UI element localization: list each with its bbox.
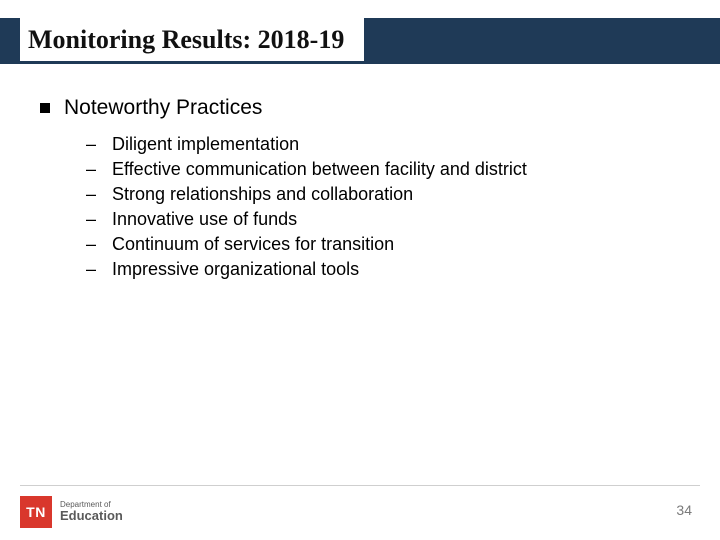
slide-title: Monitoring Results: 2018-19	[28, 25, 344, 55]
slide: Monitoring Results: 2018-19 Noteworthy P…	[0, 0, 720, 540]
sub-item-text: Continuum of services for transition	[112, 234, 394, 255]
square-bullet-icon	[40, 103, 50, 113]
logo-line2: Education	[60, 509, 123, 523]
bullet-level1: Noteworthy Practices	[40, 96, 680, 120]
sub-list: – Diligent implementation – Effective co…	[86, 134, 680, 280]
sub-item-text: Impressive organizational tools	[112, 259, 359, 280]
content-area: Noteworthy Practices – Diligent implemen…	[40, 96, 680, 284]
logo-text: Department of Education	[60, 501, 123, 523]
list-item: – Effective communication between facili…	[86, 159, 680, 180]
list-item: – Impressive organizational tools	[86, 259, 680, 280]
list-item: – Diligent implementation	[86, 134, 680, 155]
tn-logo-icon: TN	[20, 496, 52, 528]
dash-icon: –	[86, 134, 98, 155]
dash-icon: –	[86, 184, 98, 205]
list-item: – Continuum of services for transition	[86, 234, 680, 255]
level1-text: Noteworthy Practices	[64, 96, 262, 120]
sub-item-text: Effective communication between facility…	[112, 159, 527, 180]
dash-icon: –	[86, 209, 98, 230]
dash-icon: –	[86, 259, 98, 280]
sub-item-text: Strong relationships and collaboration	[112, 184, 413, 205]
footer-logo: TN Department of Education	[20, 496, 123, 528]
footer-divider	[20, 485, 700, 486]
title-band: Monitoring Results: 2018-19	[0, 18, 720, 64]
page-number: 34	[676, 502, 692, 518]
dash-icon: –	[86, 234, 98, 255]
title-container: Monitoring Results: 2018-19	[20, 18, 364, 64]
list-item: – Innovative use of funds	[86, 209, 680, 230]
sub-item-text: Diligent implementation	[112, 134, 299, 155]
dash-icon: –	[86, 159, 98, 180]
sub-item-text: Innovative use of funds	[112, 209, 297, 230]
list-item: – Strong relationships and collaboration	[86, 184, 680, 205]
